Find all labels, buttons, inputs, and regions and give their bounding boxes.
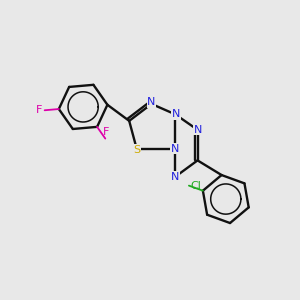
- Text: Cl: Cl: [190, 181, 201, 190]
- Text: F: F: [103, 127, 110, 137]
- Text: S: S: [133, 145, 140, 155]
- Text: N: N: [194, 125, 202, 135]
- Text: N: N: [170, 172, 179, 182]
- Text: F: F: [36, 105, 42, 115]
- Text: N: N: [147, 98, 156, 107]
- Text: N: N: [172, 109, 180, 119]
- Text: N: N: [171, 143, 179, 154]
